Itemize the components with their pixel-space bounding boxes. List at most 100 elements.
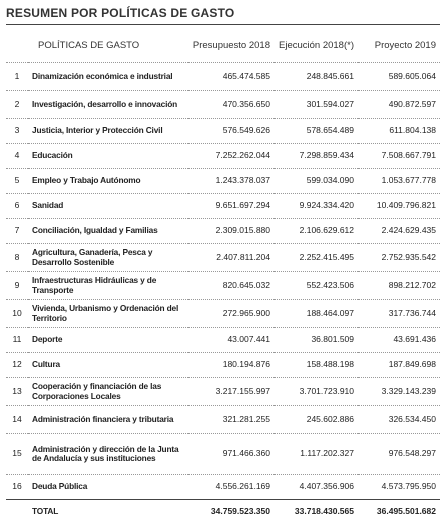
amount: 1.053.677.778 xyxy=(358,168,440,194)
amount: 2.424.629.435 xyxy=(358,218,440,244)
total-amount: 34.759.523.350 xyxy=(188,499,274,524)
total-row: TOTAL 34.759.523.350 33.718.430.565 36.495.… xyxy=(6,499,440,524)
policy-name: Investigación, desarrollo e innovación xyxy=(28,90,188,119)
row-number: 14 xyxy=(6,405,28,434)
amount: 3.217.155.997 xyxy=(188,377,274,406)
policy-name: Deporte xyxy=(28,327,188,353)
row-number: 3 xyxy=(6,118,28,144)
table-row: 10 Vivienda, Urbanismo y Ordenación del T… xyxy=(6,299,440,328)
row-number: 9 xyxy=(6,271,28,300)
total-amount: 33.718.430.565 xyxy=(274,499,358,524)
amount: 180.194.876 xyxy=(188,352,274,378)
amount: 272.965.900 xyxy=(188,299,274,328)
table-row: 13 Cooperación y financiación de las Corp… xyxy=(6,377,440,406)
policy-name: Dinamización económica e industrial xyxy=(28,62,188,91)
table-row: 9 Infraestructuras Hidráulicas y de Trans… xyxy=(6,271,440,300)
amount: 820.645.032 xyxy=(188,271,274,300)
table-row: 1 Dinamización económica e industrial 465.… xyxy=(6,62,440,91)
amount: 321.281.255 xyxy=(188,405,274,434)
policy-name: Agricultura, Ganadería, Pesca y Desarrol… xyxy=(28,243,188,272)
amount: 7.252.262.044 xyxy=(188,143,274,169)
row-number: 5 xyxy=(6,168,28,194)
policy-name: Empleo y Trabajo Autónomo xyxy=(28,168,188,194)
amount: 578.654.489 xyxy=(274,118,358,144)
policy-name: Cooperación y financiación de las Corpor… xyxy=(28,377,188,406)
header-cell: Proyecto 2019 xyxy=(374,39,436,51)
table-row: 5 Empleo y Trabajo Autónomo 1.243.378.037 5… xyxy=(6,168,440,194)
table-row: 16 Deuda Pública 4.556.261.169 4.407.356.90… xyxy=(6,474,440,500)
table-row: 12 Cultura 180.194.876 158.488.198 187.849.6… xyxy=(6,352,440,378)
amount: 976.548.297 xyxy=(358,433,440,475)
row-number: 12 xyxy=(6,352,28,378)
policy-name: Sanidad xyxy=(28,193,188,219)
title-rule xyxy=(6,24,440,25)
amount: 326.534.450 xyxy=(358,405,440,434)
amount: 4.407.356.906 xyxy=(274,474,358,500)
row-number: 15 xyxy=(6,433,28,475)
table-row: 8 Agricultura, Ganadería, Pesca y Desarro… xyxy=(6,243,440,272)
amount: 43.691.436 xyxy=(358,327,440,353)
amount: 490.872.597 xyxy=(358,90,440,119)
amount: 465.474.585 xyxy=(188,62,274,91)
amount: 2.252.415.495 xyxy=(274,243,358,272)
amount: 245.602.886 xyxy=(274,405,358,434)
policy-name: Deuda Pública xyxy=(28,474,188,500)
policy-name: Cultura xyxy=(28,352,188,378)
row-number: 6 xyxy=(6,193,28,219)
row-number: 13 xyxy=(6,377,28,406)
policy-name: Infraestructuras Hidráulicas y de Transp… xyxy=(28,271,188,300)
amount: 4.556.261.169 xyxy=(188,474,274,500)
header-cell: Ejecución 2018(*) xyxy=(279,39,354,51)
row-number: 8 xyxy=(6,243,28,272)
table-row: 11 Deporte 43.007.441 36.801.509 43.691.436 xyxy=(6,327,440,353)
table-row: 4 Educación 7.252.262.044 7.298.859.434 7.50… xyxy=(6,143,440,169)
total-label: TOTAL xyxy=(6,499,188,524)
row-number: 7 xyxy=(6,218,28,244)
table-row: 15 Administración y dirección de la Junta… xyxy=(6,433,440,475)
amount: 589.605.064 xyxy=(358,62,440,91)
amount: 2.752.935.542 xyxy=(358,243,440,272)
policy-name: Vivienda, Urbanismo y Ordenación del Ter… xyxy=(28,299,188,328)
amount: 599.034.090 xyxy=(274,168,358,194)
amount: 9.924.334.420 xyxy=(274,193,358,219)
header-cell: Presupuesto 2018 xyxy=(192,39,270,51)
budget-table: POLÍTICAS DE GASTO Presupuesto 2018 Ejec… xyxy=(6,28,440,524)
table-row: 6 Sanidad 9.651.697.294 9.924.334.420 10.409… xyxy=(6,193,440,219)
amount: 4.573.795.950 xyxy=(358,474,440,500)
policy-name: Educación xyxy=(28,143,188,169)
row-number: 10 xyxy=(6,299,28,328)
amount: 187.849.698 xyxy=(358,352,440,378)
table-row: 3 Justicia, Interior y Protección Civil 57… xyxy=(6,118,440,144)
amount: 248.845.661 xyxy=(274,62,358,91)
row-number: 11 xyxy=(6,327,28,353)
amount: 158.488.198 xyxy=(274,352,358,378)
row-number: 1 xyxy=(6,62,28,91)
amount: 898.212.702 xyxy=(358,271,440,300)
table-row: 14 Administración financiera y tributaria… xyxy=(6,405,440,434)
table-row: 2 Investigación, desarrollo e innovación 4… xyxy=(6,90,440,119)
amount: 2.407.811.204 xyxy=(188,243,274,272)
amount: 43.007.441 xyxy=(188,327,274,353)
table-row: 7 Conciliación, Igualdad y Familias 2.309.… xyxy=(6,218,440,244)
amount: 971.466.360 xyxy=(188,433,274,475)
amount: 9.651.697.294 xyxy=(188,193,274,219)
amount: 3.329.143.239 xyxy=(358,377,440,406)
header-cell: POLÍTICAS DE GASTO xyxy=(38,39,140,51)
amount: 1.117.202.327 xyxy=(274,433,358,475)
row-number: 16 xyxy=(6,474,28,500)
amount: 1.243.378.037 xyxy=(188,168,274,194)
policy-name: Conciliación, Igualdad y Familias xyxy=(28,218,188,244)
policy-name: Justicia, Interior y Protección Civil xyxy=(28,118,188,144)
amount: 470.356.650 xyxy=(188,90,274,119)
amount: 301.594.027 xyxy=(274,90,358,119)
amount: 188.464.097 xyxy=(274,299,358,328)
amount: 3.701.723.910 xyxy=(274,377,358,406)
policy-name: Administración financiera y tributaria xyxy=(28,405,188,434)
row-number: 4 xyxy=(6,143,28,169)
amount: 36.801.509 xyxy=(274,327,358,353)
header-row: POLÍTICAS DE GASTO Presupuesto 2018 Ejec… xyxy=(6,28,440,63)
title: RESUMEN POR POLÍTICAS DE GASTO xyxy=(6,6,235,20)
total-amount: 36.495.501.682 xyxy=(358,499,440,524)
policy-name: Administración y dirección de la Junta d… xyxy=(28,433,188,475)
